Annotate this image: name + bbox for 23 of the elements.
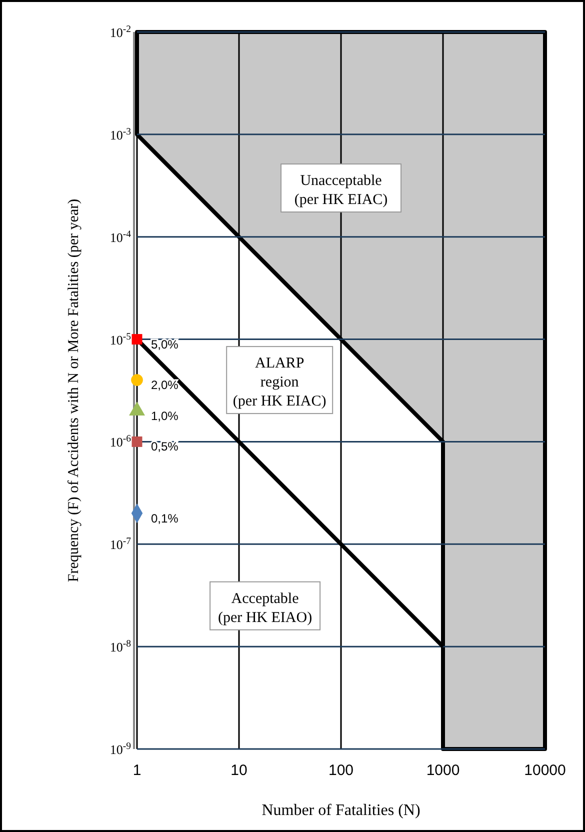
annotation: ALARP region (per HK EIAC) xyxy=(232,356,326,410)
x-tick-label: 1 xyxy=(132,762,142,779)
x-tick-label: 10 xyxy=(230,762,248,779)
series-label: 0,5% xyxy=(151,440,179,454)
x-tick-label: 100 xyxy=(328,762,354,779)
annotation: Unacceptable (per HK EIAC) xyxy=(294,172,388,208)
y-tick-label: 10$^{-3}$ xyxy=(110,126,132,142)
series-label: 0,1% xyxy=(151,511,179,526)
y-tick-label: 10$^{-4}$ xyxy=(110,228,132,245)
x-tick-label: 10000 xyxy=(524,762,566,779)
y-tick-label: 10$^{-6}$ xyxy=(110,433,132,450)
y-tick-label: 10$^{-8}$ xyxy=(110,638,132,655)
series-label: 5,0% xyxy=(151,337,179,352)
y-tick-label: 10$^{-2}$ xyxy=(110,24,132,40)
series-label: 1,0% xyxy=(151,408,179,423)
y-tick-label: 10$^{-9}$ xyxy=(110,740,132,757)
series-label: 2,0% xyxy=(151,378,179,392)
annotation: Acceptable (per HK EIAO) xyxy=(218,590,312,626)
y-tick-label: 10$^{-7}$ xyxy=(110,536,132,552)
x-axis-title: Number of Fatalities (N) xyxy=(262,802,420,819)
y-tick-label: 10$^{-5}$ xyxy=(110,330,132,348)
y-axis-title: Frequency (F) of Accidents with N or More Fatalities (per year) xyxy=(66,198,82,582)
x-tick-label: 1000 xyxy=(426,762,460,779)
